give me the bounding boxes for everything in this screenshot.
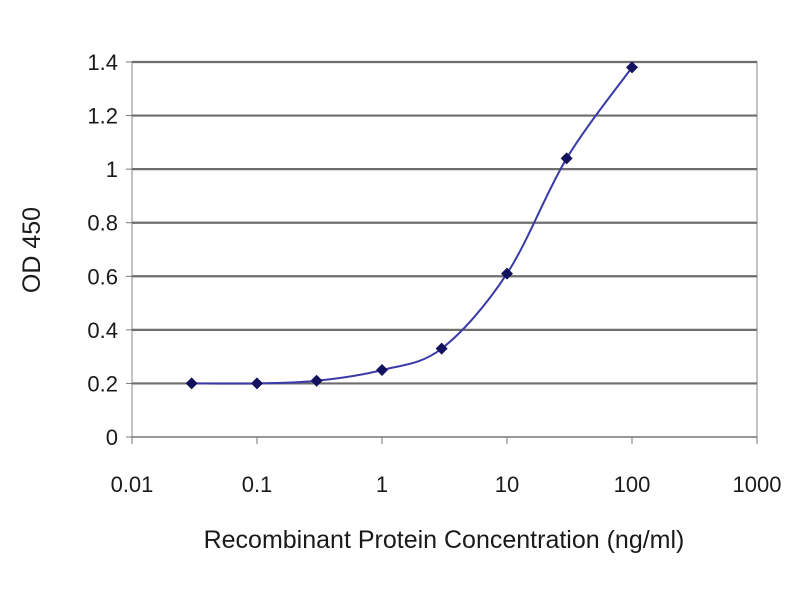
data-point	[376, 364, 388, 377]
data-point	[310, 374, 323, 387]
data-point	[251, 377, 263, 390]
x-tick-label: 10	[495, 472, 519, 497]
x-tick-label: 1000	[733, 472, 782, 497]
x-tick-label: 0.1	[242, 472, 273, 497]
x-tick-label: 0.01	[111, 472, 154, 497]
y-tick-label: 0.6	[87, 264, 118, 289]
data-point	[435, 342, 448, 355]
y-tick-label: 0.4	[87, 318, 118, 343]
axes	[126, 61, 758, 444]
y-tick-label: 1.4	[87, 50, 118, 75]
y-tick-label: 0	[106, 425, 118, 450]
y-axis-title: OD 450	[18, 207, 46, 293]
data-point	[560, 152, 573, 165]
plot-area	[131, 61, 758, 438]
y-tick-label: 0.2	[87, 371, 118, 396]
x-tick-label: 1	[376, 472, 388, 497]
y-tick-label: 0.8	[87, 211, 118, 236]
data-point	[501, 267, 513, 280]
y-tick-label: 1	[106, 157, 118, 182]
data-point	[626, 61, 638, 74]
x-tick-label: 100	[614, 472, 651, 497]
x-axis-title: Recombinant Protein Concentration (ng/ml…	[204, 526, 685, 554]
y-tick-label: 1.2	[87, 104, 118, 129]
tick-labels: 0 0.2 0.4 0.6 0.8 1 1.2 1.4 0.01 0.1 1 10 100 1000	[87, 50, 781, 497]
gridlines	[132, 60, 757, 385]
data-point	[185, 377, 198, 390]
data-markers	[185, 61, 638, 390]
